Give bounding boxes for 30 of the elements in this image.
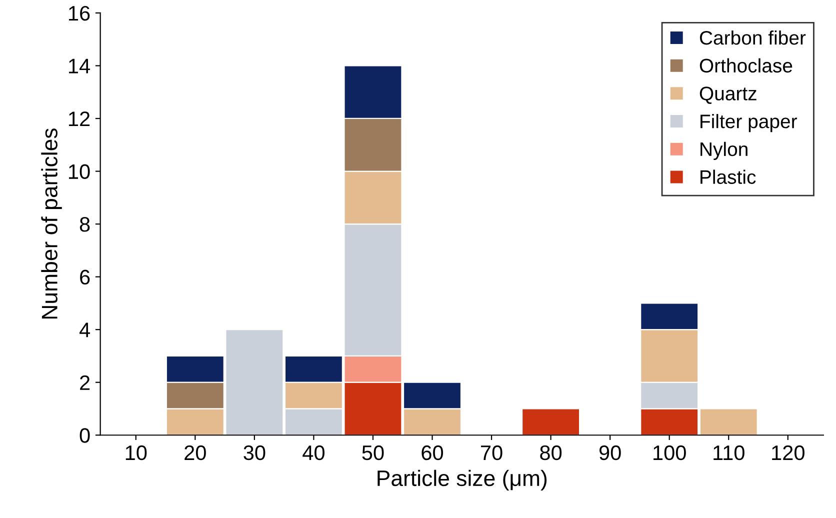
x-tick-label: 100 <box>654 445 686 460</box>
legend-label: Quartz <box>700 86 756 104</box>
y-tick-label: 4 <box>79 322 90 338</box>
x-tick-label: 50 <box>362 445 384 460</box>
legend-label: Nylon <box>700 142 748 160</box>
x-tick-label: 110 <box>714 445 744 460</box>
x-tick-label: 60 <box>422 445 444 460</box>
legend-label: Filter paper <box>700 114 797 132</box>
legend-label: Carbon fiber <box>700 30 806 45</box>
y-tick-label: 14 <box>69 58 90 74</box>
x-tick-label: 20 <box>184 445 206 460</box>
y-tick-label: 2 <box>80 375 90 390</box>
x-tick-label: 80 <box>540 445 562 460</box>
y-tick-label: 6 <box>80 270 90 285</box>
x-tick-label: 120 <box>772 445 804 460</box>
y-tick-label: 0 <box>80 428 90 443</box>
legend-label: Orthoclase <box>700 58 792 73</box>
x-tick-label: 30 <box>244 445 266 460</box>
x-tick-label: 90 <box>599 445 621 460</box>
y-tick-label: 16 <box>69 6 90 21</box>
bar <box>522 408 580 436</box>
y-tick-label: 12 <box>69 111 90 126</box>
x-axis-title: Particle size (μm) <box>378 470 547 491</box>
y-tick-label: 8 <box>80 217 90 232</box>
x-tick-label: 70 <box>481 445 502 460</box>
y-axis-title: Number of particles <box>41 128 62 319</box>
x-tick-label: 40 <box>302 445 324 460</box>
x-tick-label: 10 <box>126 445 147 460</box>
y-tick-label: 10 <box>69 164 90 180</box>
legend-label: Plastic <box>700 170 756 184</box>
